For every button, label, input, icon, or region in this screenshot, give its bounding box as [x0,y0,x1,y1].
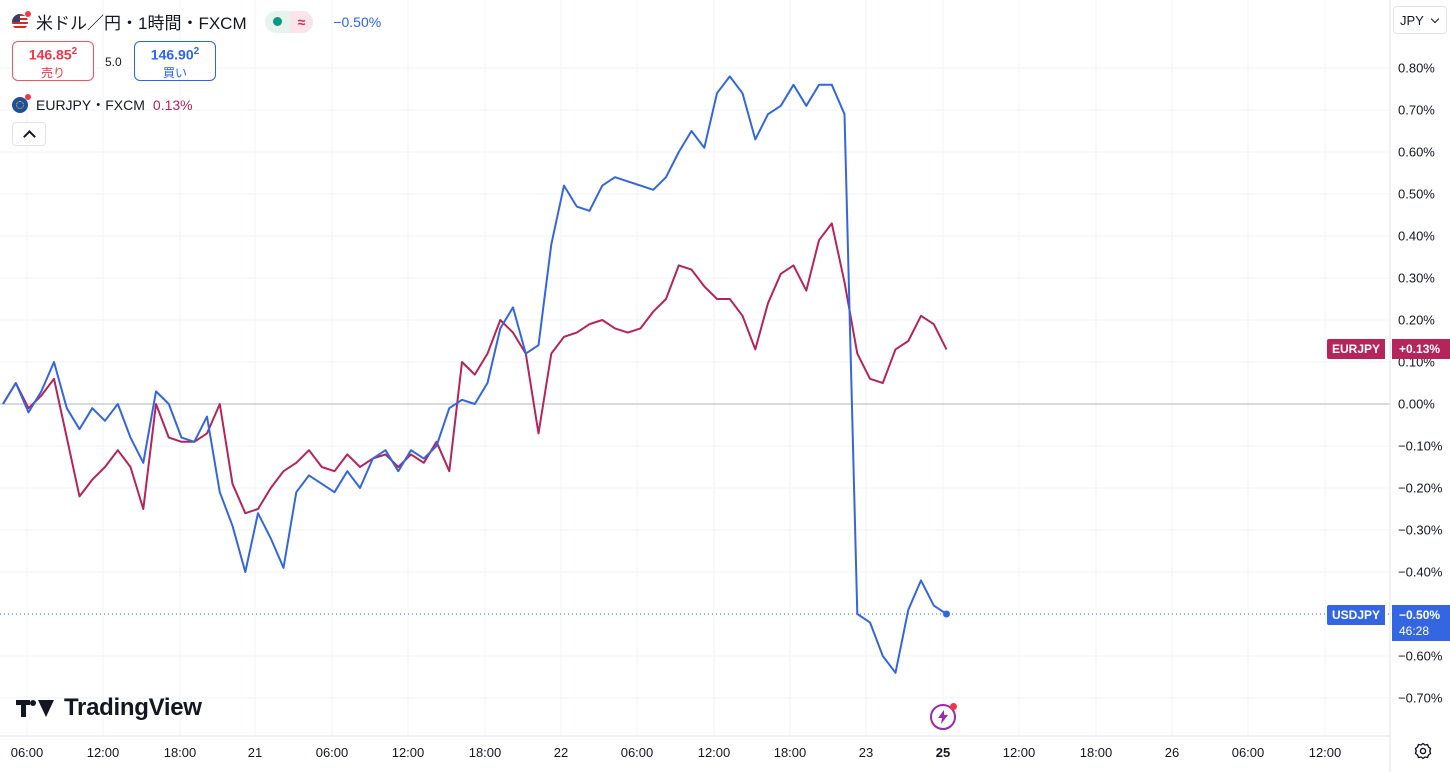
x-tick-label: 25 [936,745,950,760]
x-tick-label: 12:00 [1003,745,1036,760]
y-tick-label: 0.60% [1398,145,1435,160]
x-tick-label: 18:00 [1080,745,1113,760]
delayed-data-icon: ≈ [289,10,314,33]
y-tick-label: −0.60% [1398,649,1443,664]
gear-icon[interactable] [1414,742,1432,760]
logo-text: TradingView [64,694,202,721]
x-tick-label: 18:00 [774,745,807,760]
symbol-title[interactable]: 米ドル／円・1時間・FXCM [36,14,247,33]
y-tick-label: 0.00% [1398,397,1435,412]
x-tick-label: 06:00 [11,745,44,760]
usdjpy-value-badge: −0.50% 46:28 [1392,605,1450,641]
currency-label: JPY [1400,12,1424,28]
lightning-event-icon[interactable] [930,703,957,730]
x-tick-label: 06:00 [316,745,349,760]
last-price-dot [943,610,950,618]
price-axis[interactable]: 0.80%0.70%0.60%0.50%0.40%0.30%0.20%0.10%… [1398,61,1443,706]
y-tick-label: 0.20% [1398,313,1435,328]
eurjpy-name-badge: EURJPY [1327,339,1386,359]
market-open-icon [272,17,282,26]
compare-legend[interactable]: EURJPY・FXCM 0.13% [12,94,193,115]
x-tick-label: 18:00 [164,745,197,760]
x-tick-label: 22 [554,745,568,760]
series-line-eurjpy [2,222,948,515]
eurjpy-value-badge: +0.13% [1392,339,1450,359]
spread-value: 5.0 [105,55,122,69]
y-tick-label: −0.20% [1398,481,1443,496]
y-tick-label: 0.80% [1398,61,1435,76]
usdjpy-name-badge: USDJPY [1327,605,1386,625]
usdjpy-value: −0.50% [1399,608,1441,622]
y-tick-label: 0.50% [1398,187,1435,202]
main-change: −0.50% [333,13,382,30]
grid [0,0,1390,736]
sell-price: 146.852 [28,46,78,63]
tradingview-logo-icon [16,697,54,719]
x-tick-label: 12:00 [392,745,425,760]
y-tick-label: 0.40% [1398,229,1435,244]
buy-price: 146.902 [150,46,200,63]
x-tick-label: 12:00 [1309,745,1342,760]
eu-flag-icon [12,94,31,113]
main-legend: 米ドル／円・1時間・FXCM ≈ −0.50% [12,9,381,34]
market-status[interactable]: ≈ [264,10,314,33]
currency-selector[interactable]: JPY [1393,6,1447,34]
us-flag-icon [12,10,31,30]
tradingview-logo[interactable]: TradingView [16,694,202,722]
y-tick-label: −0.40% [1398,565,1443,580]
chevron-up-icon[interactable] [12,122,46,146]
time-axis[interactable]: 06:00 12:00 18:00 21 06:00 12:00 18:00 22 06:00 1… [11,745,1342,760]
y-tick-label: −0.30% [1398,523,1443,538]
x-tick-label: 21 [248,745,262,760]
y-tick-label: −0.10% [1398,439,1443,454]
y-tick-label: −0.70% [1398,691,1443,706]
compare-symbol: EURJPY・FXCM [36,97,145,113]
sell-button[interactable]: 146.852 売り [12,41,94,81]
buy-button[interactable]: 146.902 買い [134,41,216,81]
x-tick-label: 12:00 [87,745,120,760]
y-tick-label: 0.30% [1398,271,1435,286]
buy-label: 買い [162,65,187,80]
compare-change: 0.13% [152,97,193,113]
bar-countdown: 46:28 [1399,624,1430,638]
y-tick-label: 0.70% [1398,103,1435,118]
chevron-down-icon [1430,14,1440,24]
series-line-usdjpy [2,75,948,674]
sell-label: 売り [40,65,65,80]
x-tick-label: 06:00 [621,745,654,760]
x-tick-label: 06:00 [1232,745,1265,760]
x-tick-label: 12:00 [698,745,731,760]
x-tick-label: 18:00 [469,745,502,760]
x-tick-label: 23 [859,745,873,760]
x-tick-label: 26 [1165,745,1179,760]
